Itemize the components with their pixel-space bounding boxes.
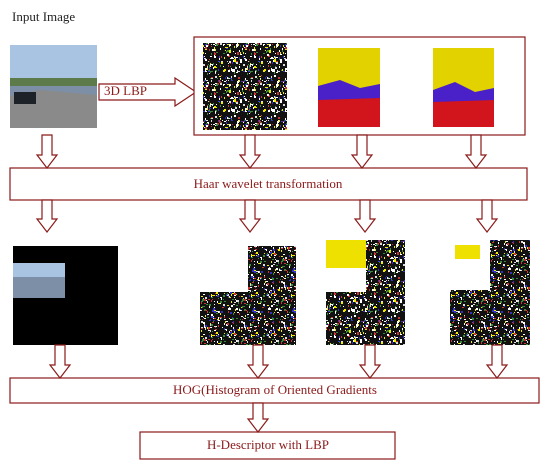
input-photo bbox=[10, 45, 97, 128]
haar-image bbox=[326, 240, 405, 345]
down-arrow bbox=[355, 200, 375, 232]
down-arrow bbox=[352, 135, 372, 168]
haar-image bbox=[200, 246, 296, 345]
lbp-label: 3D LBP bbox=[104, 83, 147, 98]
lbp-color-image bbox=[318, 48, 380, 127]
lbp-color-image bbox=[433, 48, 494, 127]
lbp-image bbox=[203, 43, 287, 130]
down-arrow bbox=[466, 135, 486, 168]
down-arrow bbox=[477, 200, 497, 232]
down-arrow bbox=[240, 135, 260, 168]
down-arrow bbox=[248, 403, 268, 432]
down-arrow bbox=[487, 345, 507, 378]
down-arrow bbox=[248, 345, 268, 378]
diagram: Input Image 3D LBP Haar wavelet transfor… bbox=[0, 0, 541, 460]
down-arrow bbox=[50, 345, 70, 378]
down-arrow bbox=[360, 345, 380, 378]
haar-image bbox=[450, 240, 530, 345]
haar-label: Haar wavelet transformation bbox=[194, 176, 343, 191]
descriptor-label: H-Descriptor with LBP bbox=[207, 437, 329, 452]
haar-image bbox=[13, 246, 118, 345]
down-arrow bbox=[37, 135, 57, 168]
down-arrow bbox=[240, 200, 260, 232]
input-title: Input Image bbox=[12, 9, 75, 24]
hog-label: HOG(Histogram of Oriented Gradients bbox=[173, 382, 377, 397]
down-arrow bbox=[37, 200, 57, 232]
